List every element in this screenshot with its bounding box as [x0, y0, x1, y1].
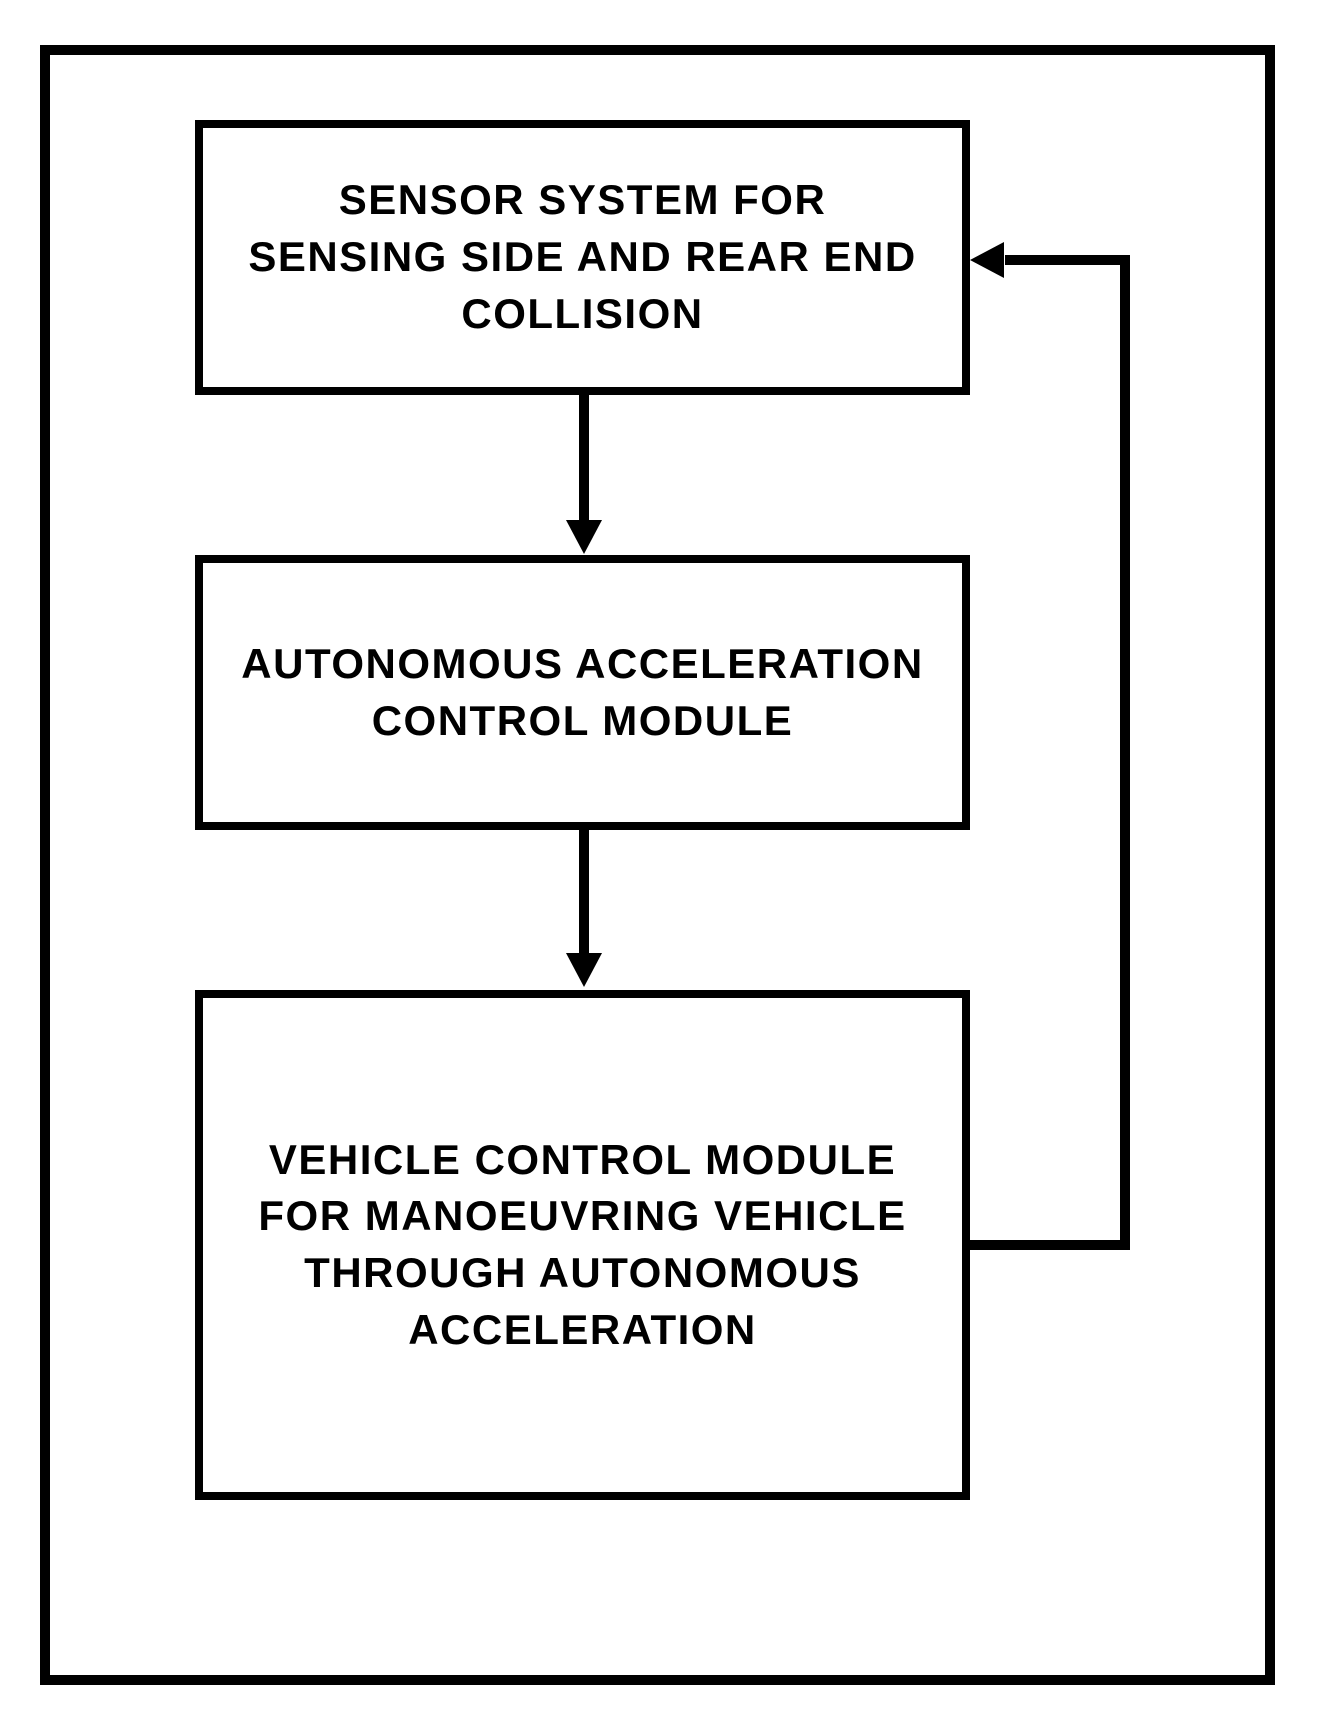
arrow-head-left-icon: [970, 242, 1004, 278]
node-label: SENSOR SYSTEM FOR SENSING SIDE AND REAR …: [233, 172, 932, 342]
edge-line: [1120, 255, 1130, 1250]
edge-line: [1005, 255, 1125, 265]
node-sensor-system: SENSOR SYSTEM FOR SENSING SIDE AND REAR …: [195, 120, 970, 395]
node-vehicle-control: VEHICLE CONTROL MODULE FOR MANOEUVRING V…: [195, 990, 970, 1500]
edge-line: [579, 830, 589, 958]
node-accel-control: AUTONOMOUS ACCELERATION CONTROL MODULE: [195, 555, 970, 830]
edge-line: [970, 1240, 1130, 1250]
edge-line: [579, 395, 589, 525]
node-label: VEHICLE CONTROL MODULE FOR MANOEUVRING V…: [233, 1132, 932, 1359]
arrow-head-down-icon: [566, 520, 602, 554]
arrow-head-down-icon: [566, 953, 602, 987]
node-label: AUTONOMOUS ACCELERATION CONTROL MODULE: [233, 636, 932, 749]
